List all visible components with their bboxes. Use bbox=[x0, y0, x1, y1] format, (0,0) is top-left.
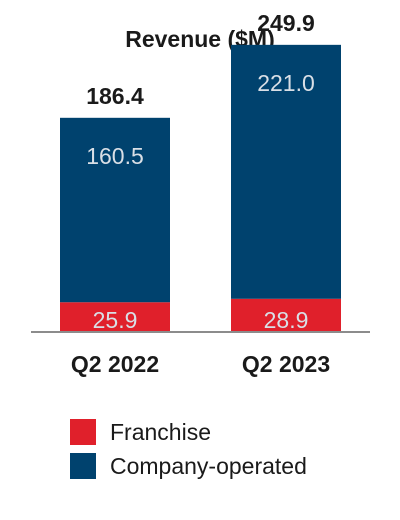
category-label-q2-2023: Q2 2023 bbox=[242, 351, 330, 377]
legend-label-company-operated: Company-operated bbox=[110, 452, 307, 479]
legend-swatch-franchise bbox=[70, 419, 96, 445]
category-label-q2-2022: Q2 2022 bbox=[71, 351, 159, 377]
total-label-q2-2023: 249.9 bbox=[257, 10, 315, 36]
bar-company-operated-q2-2023 bbox=[231, 44, 341, 299]
segment-label-company-operated-q2-2022: 160.5 bbox=[86, 143, 144, 169]
revenue-chart: 25.9 160.5 186.4 Q2 2022 28.9 221.0 249.9 Q2 20… bbox=[31, 10, 370, 377]
segment-label-company-operated-q2-2023: 221.0 bbox=[257, 70, 315, 96]
chart-legend: Franchise Company-operated bbox=[70, 419, 307, 487]
legend-label-franchise: Franchise bbox=[110, 418, 211, 445]
legend-item-company-operated: Company-operated bbox=[70, 453, 307, 479]
legend-swatch-company-operated bbox=[70, 453, 96, 479]
bar-company-operated-q2-2022 bbox=[60, 117, 170, 303]
segment-label-franchise-q2-2023: 28.9 bbox=[264, 307, 309, 333]
segment-label-franchise-q2-2022: 25.9 bbox=[93, 307, 138, 333]
bar-franchise-q2-2023 bbox=[231, 298, 341, 332]
bar-franchise-q2-2022 bbox=[60, 302, 170, 332]
total-label-q2-2022: 186.4 bbox=[86, 83, 144, 109]
legend-item-franchise: Franchise bbox=[70, 419, 307, 445]
